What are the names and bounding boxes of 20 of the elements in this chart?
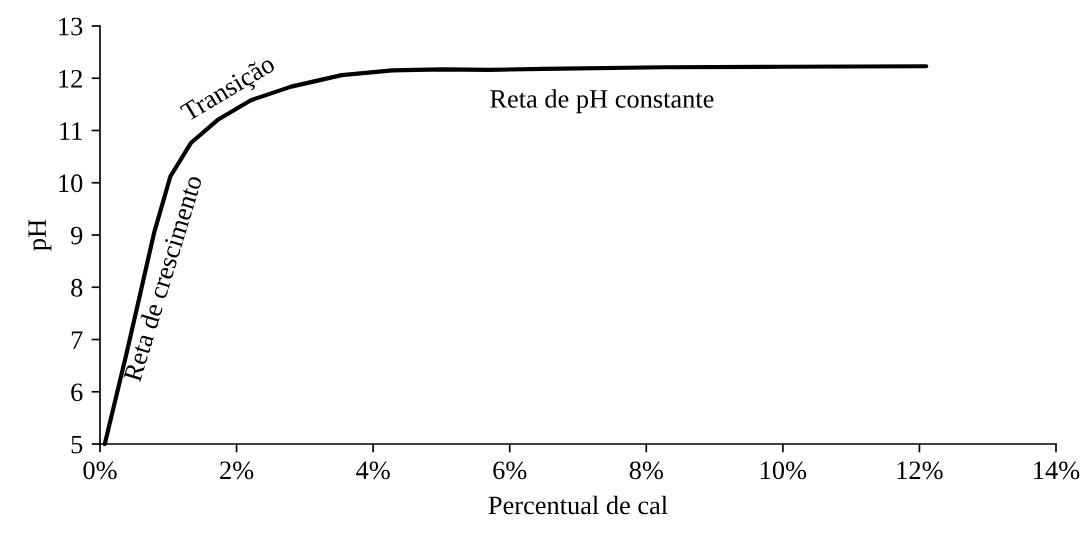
x-tick-label: 8% [629, 461, 663, 480]
x-axis-title: Percentual de cal [488, 495, 668, 515]
y-tick-label: 9 [70, 226, 83, 245]
x-tick-label: 0% [83, 461, 117, 480]
x-tick-label: 2% [220, 461, 254, 480]
y-tick-label: 11 [60, 122, 82, 140]
y-tick-label: 10 [59, 174, 83, 193]
y-tick-label: 6 [71, 383, 83, 402]
x-tick-label: 4% [356, 461, 390, 480]
x-tick-label: 14% [1034, 461, 1080, 480]
x-tick-label: 10% [760, 461, 807, 480]
annotation: Reta de pH constante [490, 89, 714, 114]
y-axis-title: pH [28, 219, 52, 251]
y-tick-label: 5 [71, 435, 83, 454]
y-tick-label: 13 [59, 17, 83, 36]
y-tick-label: 7 [71, 331, 83, 349]
x-tick-label: 12% [897, 461, 943, 480]
y-tick-label: 8 [71, 278, 83, 297]
x-tick-label: 6% [493, 461, 527, 480]
y-tick-label: 12 [59, 69, 82, 88]
